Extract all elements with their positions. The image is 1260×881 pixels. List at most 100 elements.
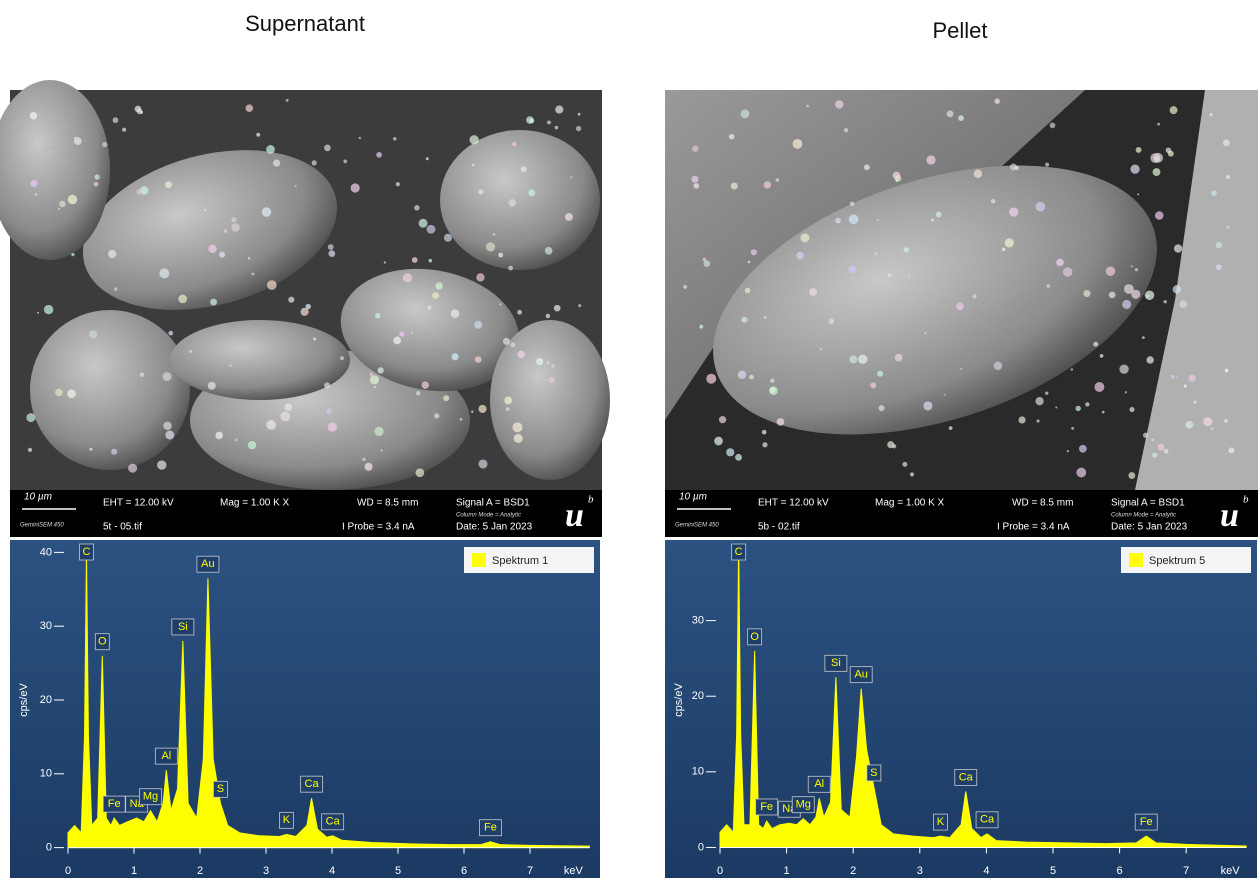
sem-speck xyxy=(1124,391,1127,394)
sem-speck xyxy=(548,376,555,384)
sem-speck xyxy=(517,350,525,359)
wd: WD = 8.5 mm xyxy=(1012,498,1073,509)
peak-label-box xyxy=(478,819,502,837)
sem-speck xyxy=(350,183,360,193)
sem-speck xyxy=(763,316,767,319)
sem-speck xyxy=(1045,162,1050,167)
sem-speck xyxy=(492,232,496,236)
peak-label: Fe xyxy=(108,798,121,810)
x-tick-label: 7 xyxy=(527,865,533,877)
sem-speck xyxy=(706,373,717,384)
sem-speck xyxy=(305,303,311,310)
peak-label: O xyxy=(98,636,107,648)
sem-speck xyxy=(1142,432,1149,438)
peak-label-box xyxy=(866,764,882,782)
sem-speck xyxy=(512,422,523,433)
sem-speck xyxy=(343,159,348,164)
sem-speck xyxy=(1224,368,1229,373)
sem-speck xyxy=(1075,405,1081,412)
sem-speck xyxy=(1070,368,1074,371)
sem-speck xyxy=(421,381,429,389)
peak-label: Si xyxy=(831,657,841,669)
sem-speck xyxy=(1055,406,1058,409)
sem-particle xyxy=(30,310,190,470)
mag: Mag = 1.00 K X xyxy=(875,498,945,509)
sem-speck xyxy=(451,353,459,361)
sem-speck xyxy=(59,200,66,208)
date: Date: 5 Jan 2023 xyxy=(456,522,533,533)
sem-speck xyxy=(128,463,138,473)
sem-speck xyxy=(266,145,275,154)
sem-speck xyxy=(67,194,78,205)
sem-speck xyxy=(578,304,582,308)
panel-title: Pellet xyxy=(932,18,987,43)
sem-speck xyxy=(139,372,145,377)
sem-speck xyxy=(1056,258,1064,267)
sem-speck xyxy=(485,242,496,252)
y-tick-label: 10 xyxy=(40,768,52,780)
peak-label: Mg xyxy=(796,799,811,811)
sem-speck xyxy=(1226,225,1230,229)
sem-speck xyxy=(478,189,484,195)
sem-speck xyxy=(1083,289,1091,298)
sem-speck xyxy=(1105,266,1116,276)
sem-speck xyxy=(111,448,118,455)
y-tick-label: 0 xyxy=(46,842,52,854)
sem-speck xyxy=(1129,407,1135,413)
sem-region xyxy=(1135,90,1258,490)
sem-speck xyxy=(1001,247,1006,252)
sem-speck xyxy=(162,371,172,382)
sem-particle xyxy=(440,130,600,270)
sem-speck xyxy=(960,367,963,370)
sem-speck xyxy=(247,440,257,450)
sem-speck xyxy=(728,134,735,140)
sem-speck xyxy=(924,332,927,335)
peak-label-box xyxy=(849,666,873,684)
sem-speck xyxy=(29,112,38,120)
sem-speck xyxy=(874,252,878,256)
x-tick-label: 5 xyxy=(395,865,401,877)
peak-label-box xyxy=(79,543,94,561)
sem-speck xyxy=(564,212,573,221)
sem-speck xyxy=(157,460,167,470)
sem-speck xyxy=(122,127,127,132)
x-axis-label: keV xyxy=(564,865,584,877)
sem-particle xyxy=(340,268,520,392)
sem-speck xyxy=(718,416,727,424)
sem-speck xyxy=(471,163,475,167)
y-axis-label: cps/eV xyxy=(673,683,685,717)
sem-speck xyxy=(943,393,946,396)
sem-speck xyxy=(94,174,100,180)
x-tick-label: 6 xyxy=(1117,865,1123,877)
sem-speck xyxy=(1078,444,1087,453)
sem-speck xyxy=(1209,113,1213,117)
peak-label: Fe xyxy=(1140,816,1153,828)
sem-speck xyxy=(294,184,297,188)
sem-speck xyxy=(1152,168,1161,177)
sem-speck xyxy=(769,386,778,396)
sem-speck xyxy=(203,208,207,212)
sem-speck xyxy=(741,316,748,323)
sem-speck xyxy=(102,141,108,148)
sem-speck xyxy=(55,388,63,397)
scale-label: 10 µm xyxy=(24,492,52,503)
sem-speck xyxy=(1210,426,1214,431)
sem-speck xyxy=(443,233,452,242)
sem-speck xyxy=(551,364,555,368)
sem-speck xyxy=(380,449,383,452)
sem-speck xyxy=(418,218,428,228)
info-bar xyxy=(10,490,602,537)
sem-speck xyxy=(848,265,857,274)
sem-speck xyxy=(513,433,523,443)
sem-speck xyxy=(113,287,118,291)
sem-speck xyxy=(324,382,331,389)
sem-speck xyxy=(990,198,996,204)
sem-speck xyxy=(554,125,559,130)
peak-label: Al xyxy=(814,778,824,790)
sem-speck xyxy=(1203,417,1213,427)
sem-speck xyxy=(935,211,942,218)
y-tick-label: 30 xyxy=(692,615,704,627)
sem-speck xyxy=(163,421,172,431)
sem-speck xyxy=(878,405,885,412)
sem-speck xyxy=(1215,242,1223,249)
